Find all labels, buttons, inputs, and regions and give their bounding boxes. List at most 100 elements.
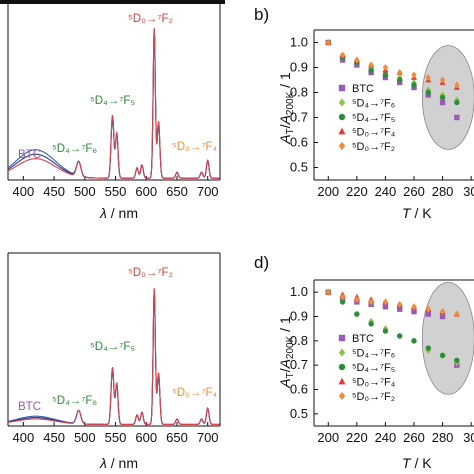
legend-marker	[338, 98, 346, 107]
legend-label: ⁵D₀→⁷F₄	[352, 377, 396, 389]
panel-d-ylabel: AT/A200K / 1	[277, 316, 296, 389]
ytick-label: 0.5	[290, 406, 308, 421]
panel-b-scatter: b) AT/A200K / 1 1.0 0.9 0.8 0.7 0.6 0.5 200 220…	[254, 5, 474, 221]
panel-a-ann-d0f2: ⁵D₀→⁷F₂	[128, 13, 173, 25]
data-point	[425, 73, 431, 82]
data-point	[454, 357, 460, 363]
data-point	[439, 313, 446, 320]
data-point	[439, 76, 446, 84]
spectrum-line	[7, 27, 220, 179]
xtick-label: 280	[432, 430, 454, 445]
legend-label: BTC	[352, 333, 374, 345]
ytick-label: 0.7	[290, 357, 308, 372]
ytick-label: 1.0	[290, 35, 308, 50]
panel-c-ann-d4f6: ⁵D₄→⁷F₆	[52, 395, 97, 407]
data-point	[397, 300, 403, 308]
panel-c-ann-btc: BTC	[18, 401, 41, 413]
ytick-label: 1.0	[290, 284, 308, 299]
data-point	[368, 298, 374, 306]
data-point	[454, 81, 460, 89]
panel-d-points	[325, 288, 460, 368]
panel-c-ann-d4f5: ⁵D₄→⁷F₅	[90, 341, 135, 353]
data-point	[411, 71, 417, 79]
data-point	[397, 306, 403, 312]
panel-a-xlabel: λ / nm	[99, 205, 138, 221]
spectrum-line	[7, 288, 220, 425]
panel-b-ylabel: AT/A200K / 1	[277, 72, 296, 145]
xtick-label: 500	[74, 184, 96, 199]
panel-d-legend: BTC ⁵D₄→⁷F₆ ⁵D₄→⁷F₅ ⁵D₀→⁷F₄ ⁵D₀→⁷F₂	[338, 333, 396, 403]
ytick-label: 0.8	[290, 333, 308, 348]
panel-a-ann-d4f5: ⁵D₄→⁷F₅	[90, 95, 135, 107]
panel-c-spectrum: 400 450 500 550 600 650 700 BTC ⁵D₄→⁷F₆ ⁵D₄→⁷F…	[7, 252, 221, 471]
xtick-label: 260	[403, 430, 425, 445]
xtick-label: 30	[463, 430, 474, 445]
panel-c-ann-d0f4: ⁵D₀→⁷F₄	[172, 387, 218, 399]
data-point	[382, 328, 389, 334]
panel-d-shaded-region	[421, 282, 474, 395]
xtick-label: 200	[317, 184, 339, 199]
data-point	[454, 99, 460, 106]
panel-a-ann-btc: BTC	[18, 149, 41, 161]
data-point	[382, 304, 389, 310]
panel-d-axes: 1.0 0.9 0.8 0.7 0.6 0.5 200 220 240 260 280 30	[290, 279, 474, 445]
panel-c-xlabel: λ / nm	[99, 455, 138, 471]
data-point	[439, 99, 446, 106]
xtick-label: 220	[346, 184, 368, 199]
data-point	[339, 299, 346, 305]
data-point	[397, 333, 403, 339]
data-point	[425, 345, 431, 351]
legend-marker	[338, 363, 346, 371]
data-point	[454, 114, 460, 121]
legend-label: ⁵D₄→⁷F₅	[352, 112, 395, 124]
data-point	[382, 63, 389, 72]
data-point	[397, 77, 403, 83]
panel-b-legend: BTC ⁵D₄→⁷F₆ ⁵D₄→⁷F₅ ⁵D₀→⁷F₄ ⁵D₀→⁷F₂	[338, 83, 396, 153]
data-point	[382, 72, 389, 78]
data-point	[354, 311, 360, 317]
data-point	[411, 82, 417, 88]
xtick-label: 700	[197, 430, 219, 445]
legend-label: ⁵D₄→⁷F₆	[352, 348, 395, 360]
legend-marker	[338, 377, 346, 385]
panel-a-ann-d4f6: ⁵D₄→⁷F₆	[52, 143, 97, 155]
panel-a-top-edge	[0, 0, 225, 4]
data-point	[368, 321, 374, 327]
ytick-label: 0.6	[290, 135, 308, 150]
data-point	[411, 308, 417, 315]
xtick-label: 600	[135, 430, 157, 445]
data-point	[411, 303, 417, 311]
legend-label: ⁵D₀→⁷F₄	[352, 127, 396, 139]
data-point	[325, 288, 331, 296]
data-point	[425, 311, 431, 317]
legend-label: BTC	[352, 83, 374, 95]
xtick-label: 240	[375, 430, 397, 445]
ytick-label: 0.9	[290, 309, 308, 324]
data-point	[425, 89, 431, 96]
data-point	[439, 308, 446, 316]
panel-a-spectrum: 400 450 500 550 600 650 700 BTC ⁵D₄→⁷F₆ ⁵D₄→⁷F…	[0, 0, 225, 221]
data-point	[368, 61, 374, 69]
ytick-label: 0.6	[290, 382, 308, 397]
data-point	[425, 305, 431, 313]
legend-label: ⁵D₄→⁷F₅	[352, 362, 395, 374]
panel-a-xticks: 400 450 500 550 600 650 700	[13, 176, 219, 199]
ytick-label: 0.5	[290, 160, 308, 175]
data-point	[339, 51, 346, 59]
panel-b-shaded-region	[421, 45, 474, 150]
xtick-label: 450	[43, 184, 65, 199]
panel-b-points	[325, 38, 460, 121]
xtick-label: 280	[432, 184, 454, 199]
data-point	[354, 295, 360, 303]
panel-b-label: b)	[254, 5, 269, 24]
xtick-label: 200	[317, 430, 339, 445]
xtick-label: 400	[13, 184, 35, 199]
xtick-label: 220	[346, 430, 368, 445]
panel-d-label: d)	[254, 253, 269, 272]
data-point	[454, 310, 460, 318]
xtick-label: 400	[13, 430, 35, 445]
xtick-label: 500	[74, 430, 96, 445]
data-point	[339, 293, 346, 301]
shaded-ellipse	[421, 282, 474, 395]
